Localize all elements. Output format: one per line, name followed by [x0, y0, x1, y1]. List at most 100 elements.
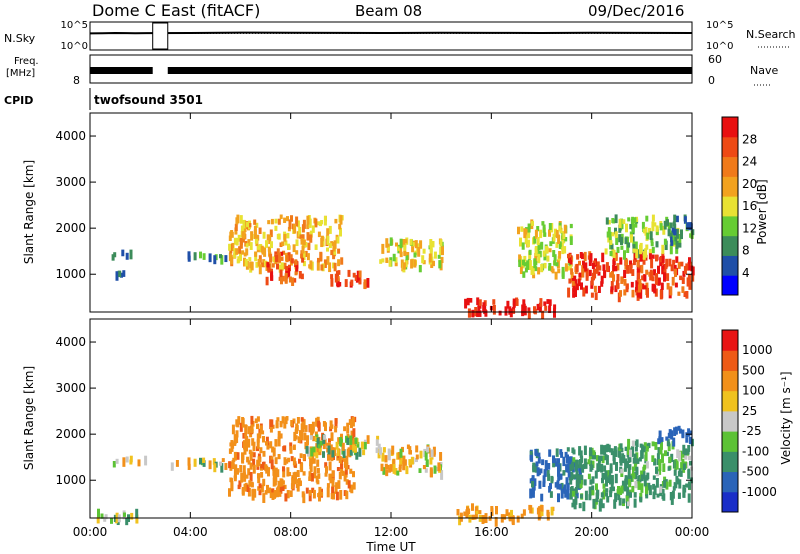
heat-cell	[245, 243, 249, 248]
heat-cell	[650, 259, 654, 269]
heat-cell	[639, 496, 643, 503]
heat-cell	[689, 233, 693, 238]
power-colorbar-swatch-6	[722, 156, 738, 177]
heat-cell	[592, 269, 596, 275]
heat-cell	[519, 237, 522, 247]
heat-cell	[569, 236, 573, 246]
heat-cell	[334, 485, 338, 494]
heat-cell	[557, 463, 561, 471]
heat-cell	[235, 237, 239, 246]
heat-cell	[650, 238, 654, 243]
heat-cell	[675, 228, 679, 239]
heat-cell	[602, 483, 606, 489]
heat-cell	[202, 457, 206, 463]
heat-cell	[510, 509, 513, 519]
heat-cell	[668, 456, 672, 463]
heat-cell	[125, 456, 129, 463]
heat-cell	[386, 246, 390, 251]
heat-cell	[266, 484, 269, 494]
heat-cell	[259, 425, 263, 433]
heat-cell	[670, 264, 674, 272]
heat-cell	[125, 517, 129, 526]
heat-cell	[302, 471, 306, 476]
heat-cell	[614, 227, 617, 235]
heat-cell	[272, 467, 276, 476]
heat-cell	[591, 485, 595, 495]
heat-cell	[353, 445, 357, 453]
freq-label: Freq.	[14, 56, 39, 67]
heat-cell	[503, 514, 507, 520]
heat-cell	[576, 254, 580, 260]
heat-cell	[316, 437, 320, 445]
heat-cell	[228, 235, 232, 241]
heat-cell	[403, 459, 407, 466]
heat-cell	[654, 288, 658, 297]
heat-cell	[578, 460, 582, 469]
heat-cell	[522, 509, 526, 516]
heat-cell	[286, 467, 290, 477]
heat-cell	[637, 482, 641, 490]
heat-cell	[685, 432, 689, 438]
heat-cell	[643, 476, 647, 487]
heat-cell	[610, 448, 614, 456]
heat-cell	[219, 254, 222, 259]
heat-cell	[555, 448, 559, 457]
power-y-axis: 1000 2000 3000 4000	[55, 129, 692, 281]
heat-cell	[542, 224, 546, 233]
heat-cell	[424, 468, 428, 473]
heat-cell	[411, 243, 415, 253]
heat-cell	[592, 272, 595, 281]
heat-cell	[279, 271, 283, 281]
heat-cell	[249, 454, 253, 461]
heat-cell	[540, 505, 544, 512]
heat-cell	[306, 232, 310, 241]
heat-cell	[336, 449, 340, 456]
heat-cell	[683, 291, 687, 298]
heat-cell	[246, 484, 250, 493]
heat-cell	[289, 254, 293, 263]
heat-cell	[336, 276, 340, 282]
heat-cell	[399, 246, 403, 254]
heat-cell	[562, 470, 566, 476]
heat-cell	[277, 480, 281, 487]
heat-cell	[622, 498, 626, 504]
heat-cell	[661, 255, 665, 263]
heat-cell	[674, 236, 678, 242]
heat-cell	[675, 215, 679, 223]
heat-cell	[297, 436, 301, 444]
heat-cell	[301, 425, 305, 433]
heat-cell	[563, 246, 567, 254]
heat-cell	[529, 488, 533, 499]
heat-cell	[375, 447, 379, 454]
heat-cell	[275, 420, 279, 429]
heat-cell	[603, 445, 606, 455]
heat-cell	[623, 467, 627, 472]
heat-cell	[270, 456, 274, 462]
heat-cell	[547, 463, 551, 470]
heat-cell	[392, 458, 396, 464]
x-tick-label-0: 00:00	[73, 525, 108, 539]
heat-cell	[615, 280, 619, 290]
heat-cell	[567, 287, 571, 298]
heat-cell	[285, 265, 289, 274]
heat-cell	[259, 447, 263, 454]
heat-cell	[542, 475, 546, 484]
heat-cell	[619, 443, 623, 450]
noise-right-tick-top: 10^5	[706, 20, 733, 31]
heat-cell	[529, 450, 533, 458]
heat-cell	[559, 473, 563, 480]
heat-cell	[398, 467, 402, 472]
heat-cell	[668, 479, 672, 487]
heat-cell	[553, 304, 557, 310]
heat-cell	[242, 219, 246, 229]
heat-cell	[640, 264, 644, 274]
heat-cell	[314, 431, 318, 437]
heat-cell	[618, 497, 622, 506]
heat-cell	[589, 460, 593, 467]
heat-cell	[477, 305, 481, 313]
heat-cell	[299, 434, 303, 439]
heat-cell	[340, 257, 344, 265]
heat-cell	[620, 447, 624, 453]
velocity-colorbar-tick-0: 1000	[742, 343, 773, 357]
heat-cell	[637, 272, 641, 282]
